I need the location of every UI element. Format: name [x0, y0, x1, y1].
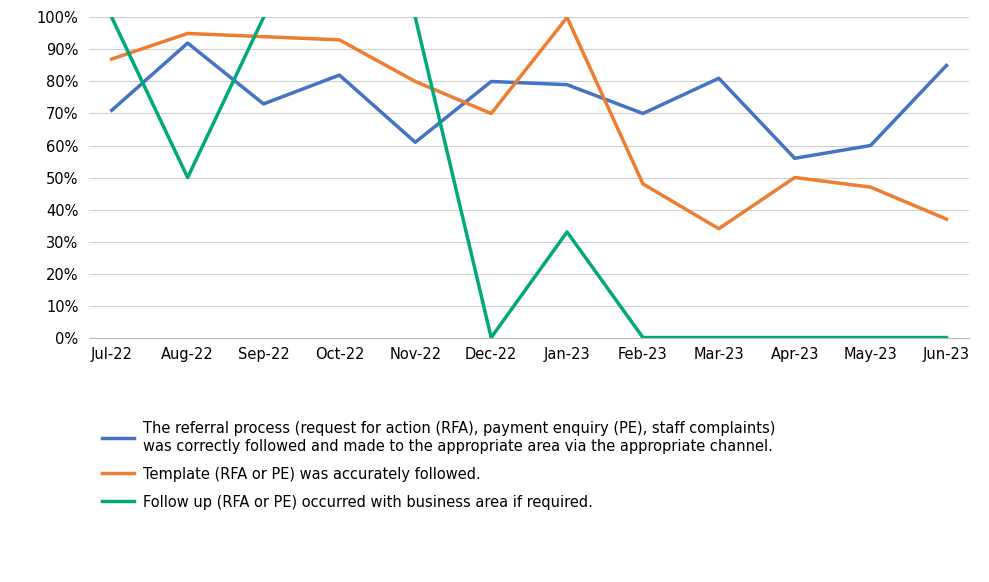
Legend: The referral process (request for action (RFA), payment enquiry (PE), staff comp: The referral process (request for action… — [96, 416, 781, 516]
